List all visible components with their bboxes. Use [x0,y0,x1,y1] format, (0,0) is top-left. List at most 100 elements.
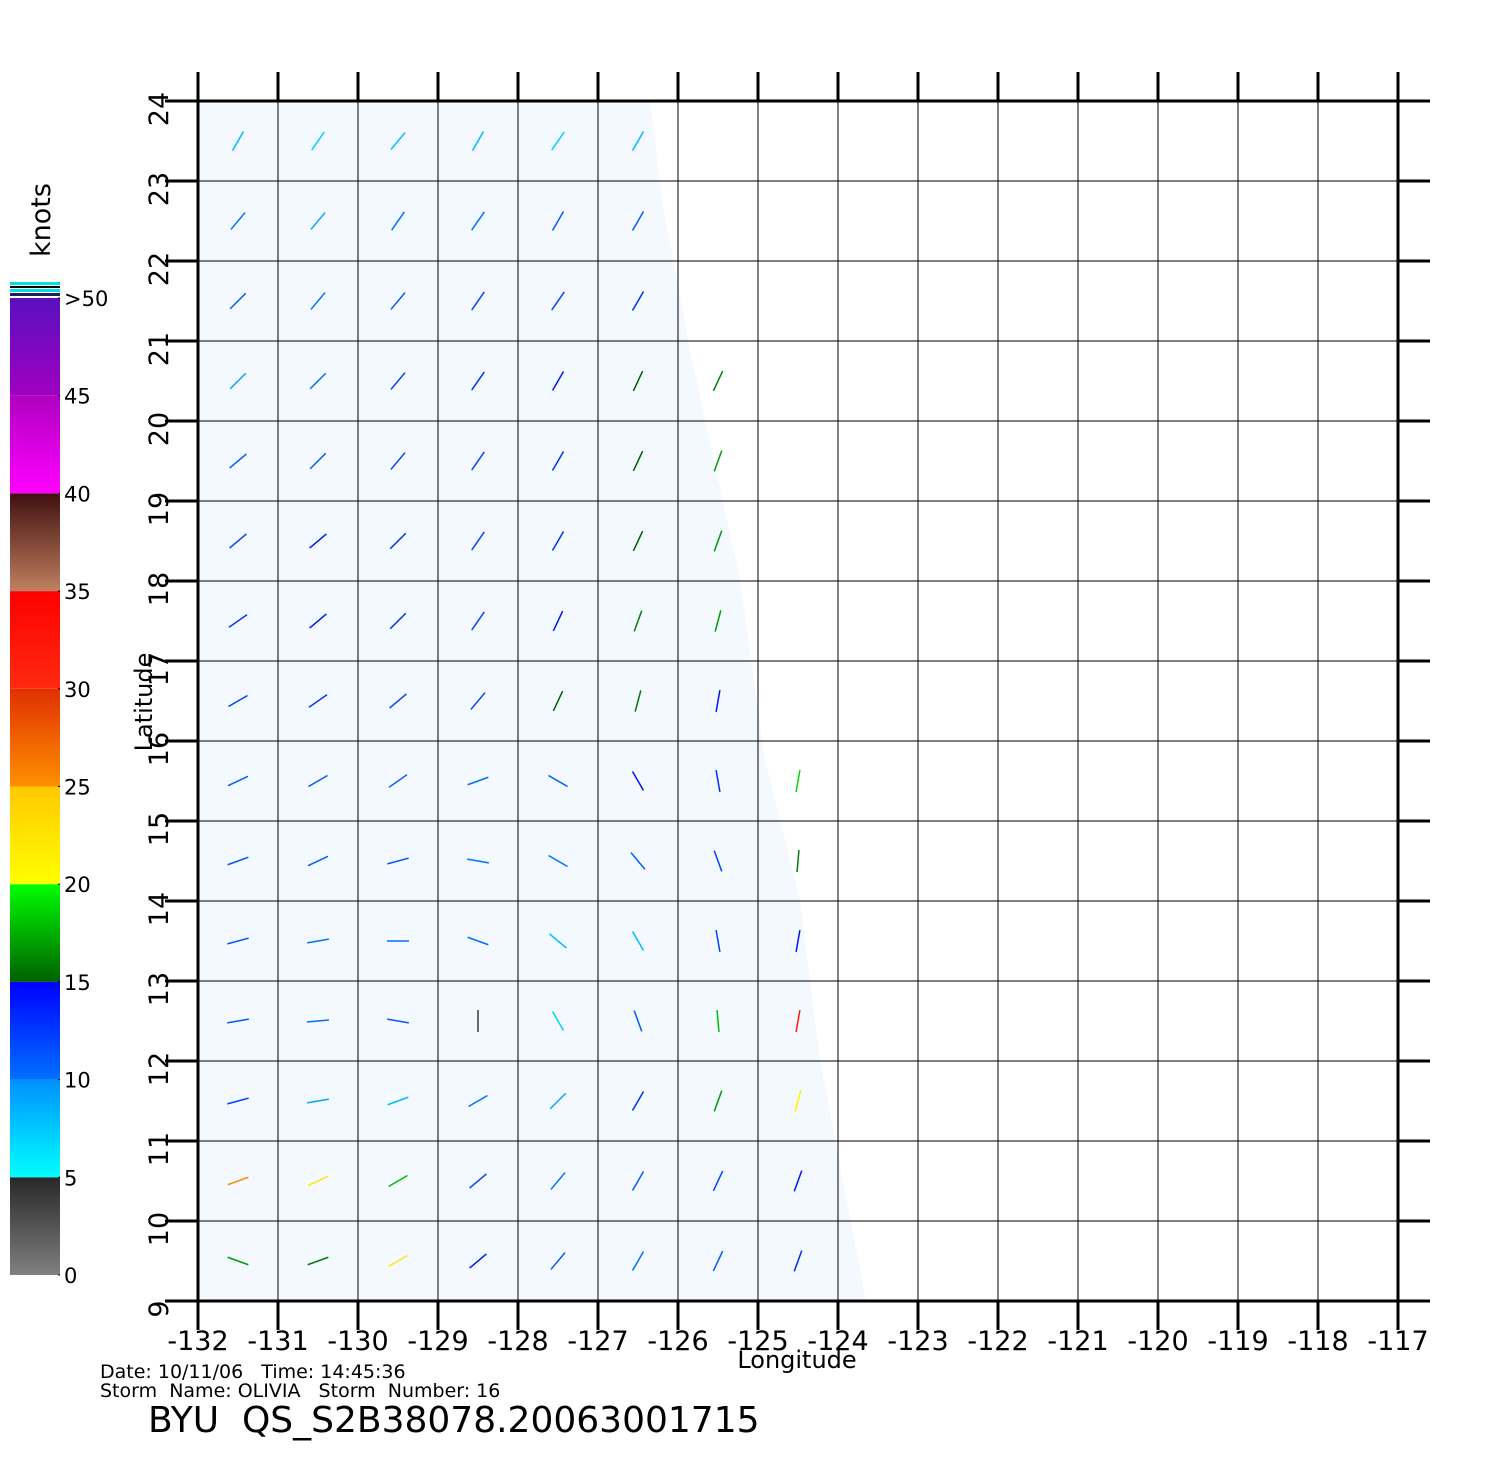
x-tick-label: -117 [1367,1326,1428,1357]
x-tick-label: -129 [407,1326,468,1357]
colorbar-band [10,981,60,1080]
colorbar-tick-label: 20 [64,873,91,897]
wind-vector [471,531,485,551]
wind-vector [307,1175,329,1187]
wind-vector [550,1172,566,1190]
x-tick-label: -126 [647,1326,708,1357]
wind-vector [469,1173,487,1189]
colorbar-band [10,298,60,396]
wind-vector [308,774,328,788]
wind-vector [391,211,405,231]
wind-vector [229,453,247,469]
colorbar-tick-label: 15 [64,971,91,995]
wind-vector [631,771,645,791]
wind-vector [793,1250,803,1272]
wind-vector [228,614,248,628]
colorbar-tick-label: 40 [64,482,91,506]
wind-vector [551,531,565,551]
wind-vector [469,1253,487,1269]
x-tick-label: -118 [1287,1326,1348,1357]
wind-vector [309,613,327,629]
y-tick-label: 24 [144,92,175,126]
colorbar-tick-label: 45 [64,385,91,409]
wind-vector [309,452,327,470]
wind-vector [714,610,722,632]
y-tick-label: 16 [144,732,175,766]
wind-vector [307,938,329,944]
wind-vector [795,1010,801,1032]
wind-vector [229,533,247,549]
y-tick-label: 12 [144,1052,175,1086]
colorbar-tick-label: 30 [64,678,91,702]
wind-vector [796,849,800,873]
wind-vector [227,1097,249,1105]
grid [197,100,1399,1302]
swath-background [198,101,866,1301]
wind-vector [793,1170,803,1192]
wind-vector [307,855,329,867]
colorbar-band [10,786,60,885]
y-tick-label: 14 [144,892,175,926]
wind-vector [310,292,326,310]
x-tick-label: -132 [167,1326,228,1357]
wind-vector [632,370,644,392]
colorbar-tick-label: >50 [64,287,108,311]
wind-vector [715,770,721,792]
wind-vector [471,131,485,151]
wind-vector [713,530,723,552]
x-tick-label: -125 [727,1326,788,1357]
wind-vector [230,212,246,230]
x-tick-label: -123 [887,1326,948,1357]
wind-vector [551,131,565,151]
annotation: Date: 10/11/06 Time: 14:45:36 [100,1361,406,1383]
wind-vector [550,1252,566,1270]
annotation: Storm Name: OLIVIA Storm Number: 16 [100,1380,500,1402]
colorbar-band [10,884,60,982]
wind-vector [389,693,407,709]
wind-vector [307,1256,329,1266]
colorbar-band [10,1079,60,1178]
wind-vector [467,936,489,946]
y-tick-label: 11 [144,1132,175,1166]
wind-vector [227,937,249,945]
wind-vector [306,1019,330,1023]
x-tick-label: -121 [1047,1326,1108,1357]
wind-vector [716,1009,720,1033]
wind-vector [712,1250,724,1272]
colorbar: 0 5 10 15 20 25 30 35 40 45 >50 [10,282,108,1288]
colorbar-band [10,493,60,592]
colorbar-cap [10,286,60,288]
wind-vector [390,132,406,150]
wind-vector [795,930,801,952]
wind-vector [471,371,485,391]
wind-vector [308,694,328,708]
wind-vector [387,1018,409,1024]
wind-vector [388,1254,408,1268]
x-axis-label: Longitude [737,1346,856,1374]
colorbar-band [10,688,60,787]
wind-vector [471,291,485,311]
wind-vector [467,776,489,786]
wind-vector [632,450,644,472]
wind-vector [551,371,565,391]
wind-vector [227,1256,249,1266]
wind-vector [310,212,326,230]
wind-vector [307,1098,329,1104]
axes: -132 -131 -130 -129 -128 -127 -126 -125 -124 -123… [144,72,1430,1357]
wind-vector [633,610,643,632]
wind-vector [389,532,407,550]
wind-vector [227,1176,249,1186]
x-tick-label: -120 [1127,1326,1188,1357]
wind-vector [551,451,565,471]
wind-vector [631,211,645,231]
y-tick-label: 13 [144,972,175,1006]
chart-title: BYU QS_S2B38078.20063001715 [148,1400,760,1441]
x-tick-label: -119 [1207,1326,1268,1357]
wind-vectors [227,131,803,1272]
wind-vector [631,1251,645,1271]
wind-vector [712,1170,724,1192]
colorbar-cap [10,293,60,296]
wind-vector [309,372,327,390]
y-axis-label: Latitude [130,653,158,752]
wind-vector [468,1094,488,1108]
